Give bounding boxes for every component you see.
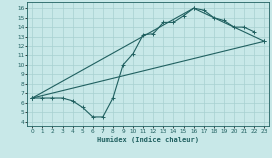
X-axis label: Humidex (Indice chaleur): Humidex (Indice chaleur) xyxy=(97,136,199,143)
